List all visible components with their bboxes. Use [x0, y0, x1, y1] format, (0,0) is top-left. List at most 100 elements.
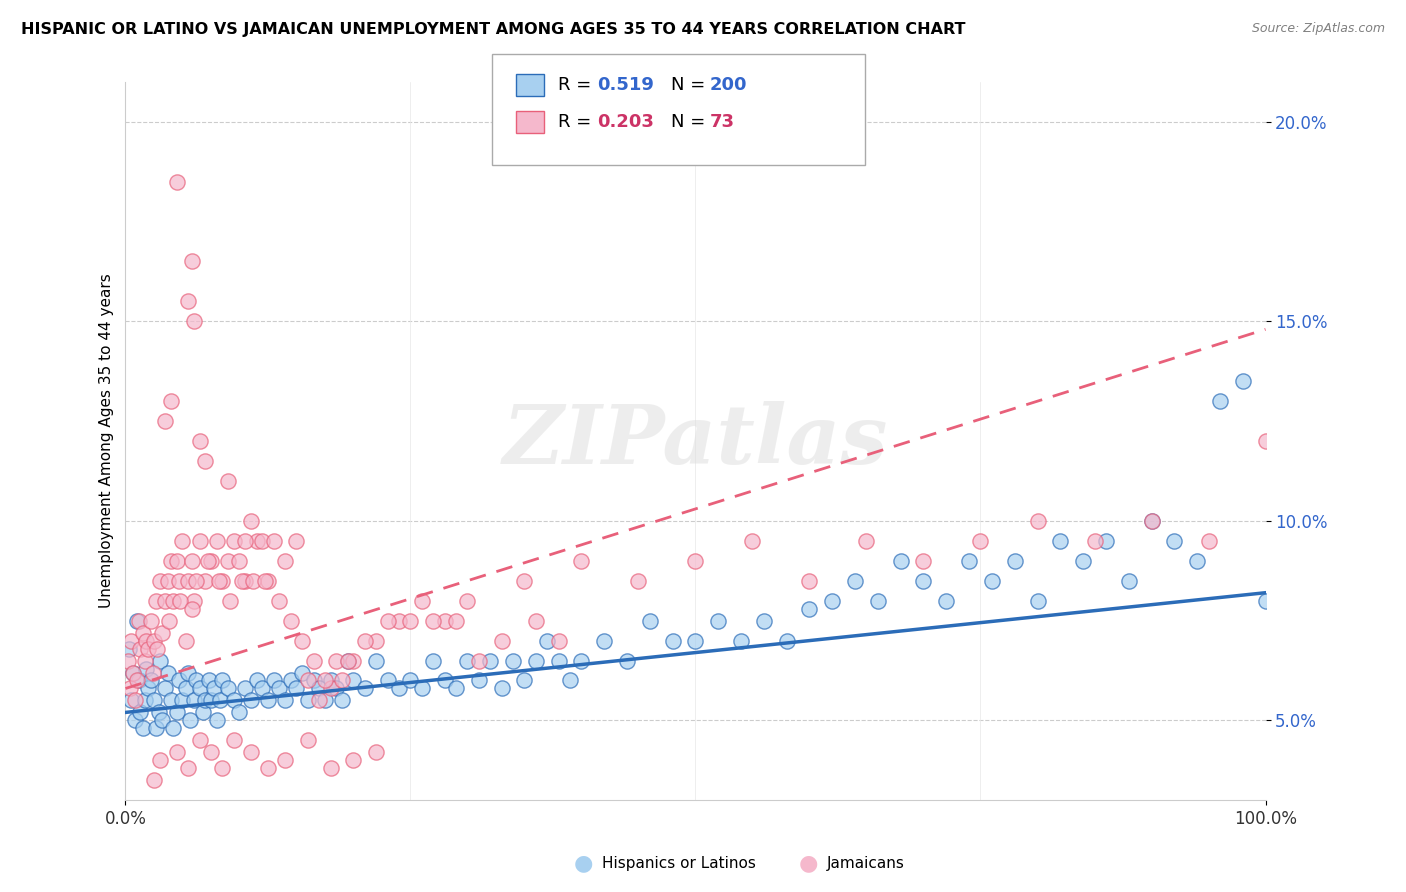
Point	[274, 554, 297, 568]
Point	[422, 654, 444, 668]
Point	[1118, 574, 1140, 588]
Point	[177, 574, 200, 588]
Point	[799, 601, 821, 615]
Point	[194, 693, 217, 707]
Point	[257, 693, 280, 707]
Point	[685, 633, 707, 648]
Point	[1140, 514, 1163, 528]
Point	[456, 593, 478, 607]
Point	[1140, 514, 1163, 528]
Point	[222, 693, 245, 707]
Point	[280, 614, 302, 628]
Point	[269, 681, 291, 696]
Point	[228, 706, 250, 720]
Point	[134, 693, 156, 707]
Point	[257, 761, 280, 775]
Point	[233, 681, 256, 696]
Point	[468, 673, 491, 688]
Point	[1185, 554, 1208, 568]
Point	[125, 614, 148, 628]
Point	[524, 614, 547, 628]
Point	[1198, 533, 1220, 548]
Point	[208, 574, 231, 588]
Point	[118, 681, 141, 696]
Point	[197, 554, 219, 568]
Point	[128, 614, 150, 628]
Point	[177, 665, 200, 680]
Point	[354, 681, 377, 696]
Point	[157, 614, 180, 628]
Point	[205, 714, 228, 728]
Point	[399, 673, 422, 688]
Point	[222, 533, 245, 548]
Point	[211, 673, 233, 688]
Text: R =: R =	[558, 113, 598, 131]
Point	[136, 681, 159, 696]
Point	[685, 554, 707, 568]
Point	[411, 593, 433, 607]
Point	[491, 681, 513, 696]
Point	[162, 722, 184, 736]
Point	[143, 693, 166, 707]
Point	[155, 593, 177, 607]
Point	[366, 633, 388, 648]
Point	[1254, 434, 1277, 448]
Point	[120, 633, 142, 648]
Point	[194, 574, 217, 588]
Point	[122, 665, 145, 680]
Point	[571, 554, 593, 568]
Point	[330, 673, 353, 688]
Point	[200, 554, 222, 568]
Point	[433, 614, 456, 628]
Point	[188, 533, 211, 548]
Point	[217, 554, 239, 568]
Point	[149, 753, 172, 767]
Point	[149, 574, 172, 588]
Text: Source: ZipAtlas.com: Source: ZipAtlas.com	[1251, 22, 1385, 36]
Point	[912, 554, 935, 568]
Point	[890, 554, 912, 568]
Point	[139, 614, 162, 628]
Point	[129, 641, 152, 656]
Point	[558, 673, 581, 688]
Point	[274, 693, 297, 707]
Point	[342, 753, 364, 767]
Point	[444, 681, 467, 696]
Point	[291, 633, 314, 648]
Point	[188, 733, 211, 747]
Point	[118, 641, 141, 656]
Point	[217, 474, 239, 488]
Point	[188, 434, 211, 448]
Point	[183, 593, 205, 607]
Point	[730, 633, 752, 648]
Point	[169, 593, 191, 607]
Point	[160, 693, 183, 707]
Point	[325, 654, 347, 668]
Text: 0.203: 0.203	[598, 113, 654, 131]
Point	[233, 574, 256, 588]
Point	[143, 633, 166, 648]
Point	[308, 681, 330, 696]
Point	[183, 693, 205, 707]
Point	[593, 633, 616, 648]
Point	[411, 681, 433, 696]
Point	[145, 722, 167, 736]
Text: 200: 200	[710, 76, 748, 94]
Point	[134, 654, 156, 668]
Point	[245, 673, 267, 688]
Point	[179, 714, 201, 728]
Point	[752, 614, 775, 628]
Point	[661, 633, 683, 648]
Point	[155, 681, 177, 696]
Text: ●: ●	[799, 854, 818, 873]
Point	[150, 625, 173, 640]
Point	[377, 673, 399, 688]
Point	[388, 614, 411, 628]
Text: R =: R =	[558, 76, 598, 94]
Point	[142, 665, 165, 680]
Point	[491, 633, 513, 648]
Point	[202, 681, 225, 696]
Point	[174, 633, 197, 648]
Point	[211, 574, 233, 588]
Text: ZIPatlas: ZIPatlas	[503, 401, 889, 481]
